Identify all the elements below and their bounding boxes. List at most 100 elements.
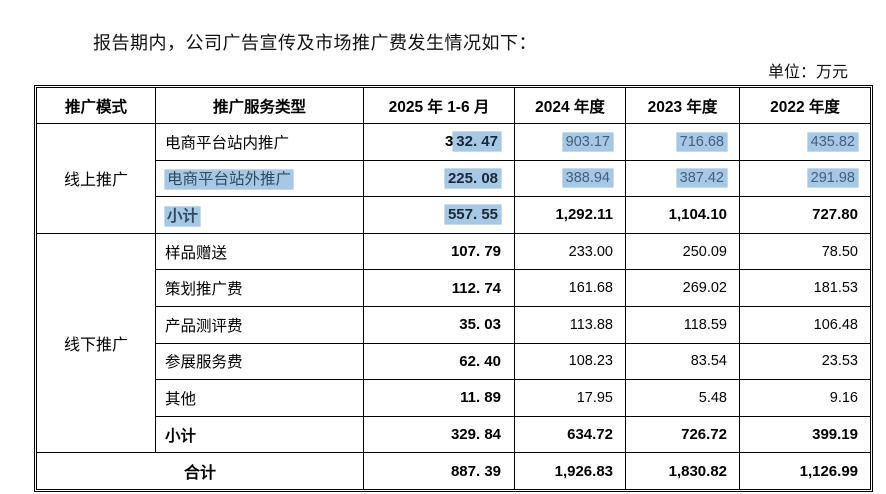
promo-expense-table: 推广模式 推广服务类型 2025 年 1-6 月 2024 年度 2023 年度…: [34, 85, 873, 492]
value-text: 78.50: [821, 243, 858, 260]
mode-cell-online: 线上推广: [36, 123, 156, 234]
value-2025: 329. 84: [363, 415, 515, 454]
value-text: 1,104.10: [668, 206, 727, 224]
value-text: 62. 40: [459, 352, 501, 370]
col-header-2024: 2024 年度: [514, 87, 626, 124]
value-text: 107. 79: [450, 243, 501, 261]
service-cell: 样品赠送: [155, 232, 364, 271]
service-label: 其他: [165, 390, 197, 408]
value-text: 106.48: [813, 316, 858, 333]
unit-label: 单位：万元: [767, 64, 848, 81]
table-row: 其他 11. 89 17.95 5.48 9.16: [37, 379, 871, 417]
value-text: 269.02: [682, 280, 727, 297]
table-row: 线上推广 电商平台站内推广 3 32. 47 903.17 716.68 435.…: [36, 123, 871, 234]
service-cell: 策划推广费: [155, 269, 364, 307]
value-2022: 78.50: [739, 232, 871, 271]
service-cell: 电商平台站内推广: [155, 123, 364, 161]
value-text: 399.19: [812, 426, 858, 444]
value-2025: 557. 55: [363, 196, 515, 234]
value-2025: 35. 03: [363, 305, 515, 344]
value-2022: 291.98: [739, 159, 871, 198]
value-text: 1,126.99: [799, 462, 858, 480]
value-text: 1,292.11: [555, 206, 613, 224]
selected-text: 225. 08: [444, 168, 501, 188]
value-2024: 1,926.83: [514, 452, 626, 490]
col-header-service-type: 推广服务类型: [155, 87, 364, 124]
intro-paragraph: 报告期内，公司广告宣传及市场推广费发生情况如下：: [93, 33, 537, 53]
table-row: 产品测评费 35. 03 113.88 118.59 106.48: [37, 305, 871, 344]
value-2024: 903.17: [514, 123, 626, 161]
selected-text: 388.94: [562, 169, 613, 188]
table-row: 策划推广费 112. 74 161.68 269.02 181.53: [37, 269, 871, 307]
selected-text: 557. 55: [444, 205, 501, 225]
selected-text: 32. 47: [453, 132, 501, 152]
col-header-2022: 2022 年度: [739, 87, 871, 124]
service-cell: 其他: [155, 379, 364, 417]
value-2023: 387.42: [625, 159, 740, 198]
value-2023: 1,104.10: [625, 196, 740, 234]
value-text: 11. 89: [460, 389, 501, 407]
service-cell: 小计: [155, 415, 364, 454]
selected-text: 电商平台站外推广: [165, 170, 294, 190]
value-2025: 62. 40: [363, 342, 515, 381]
value-text: 112. 74: [451, 279, 501, 297]
value-2023: 1,830.82: [625, 452, 740, 490]
service-label: 样品赠送: [165, 244, 228, 262]
value-2025: 887. 39: [363, 452, 515, 490]
value-text: 35. 03: [459, 316, 501, 334]
service-label: 参展服务费: [165, 354, 243, 372]
selected-text: 291.98: [807, 169, 858, 188]
value-2022: 435.82: [739, 123, 871, 161]
selected-text: 387.42: [676, 169, 727, 188]
value-text: 726.72: [681, 426, 727, 444]
value-text: 17.95: [576, 389, 613, 406]
value-2023: 716.68: [625, 123, 740, 161]
value-2024: 113.88: [514, 305, 626, 344]
service-cell: 产品测评费: [155, 305, 364, 344]
value-2024: 108.23: [514, 342, 626, 381]
value-2022: 106.48: [739, 305, 871, 344]
value-2022: 1,126.99: [739, 452, 871, 490]
subtotal-row-online: 小计 557. 55 1,292.11 1,104.10 727.80: [37, 196, 871, 234]
value-2025: 11. 89: [363, 379, 515, 417]
value-2022: 181.53: [739, 269, 871, 307]
value-text: 23.53: [821, 353, 858, 370]
value-2022: 9.16: [739, 379, 871, 417]
grand-total-row: 合计 887. 39 1,926.83 1,830.82 1,126.99: [36, 452, 871, 490]
value-2022: 399.19: [739, 415, 871, 454]
value-2025: 112. 74: [363, 269, 515, 307]
subtotal-row-offline: 小计 329. 84 634.72 726.72 399.19: [37, 415, 871, 454]
value-2023: 726.72: [625, 415, 740, 454]
value-text: 727.80: [812, 206, 858, 224]
col-header-mode: 推广模式: [36, 87, 156, 124]
table-row: 线下推广 样品赠送 107. 79 233.00 250.09 78.50: [36, 232, 871, 454]
col-header-2023: 2023 年度: [625, 87, 740, 124]
value-text: 1,830.82: [668, 462, 727, 480]
value-text: 118.59: [683, 316, 727, 333]
service-cell: 参展服务费: [155, 342, 364, 381]
selected-text: 903.17: [562, 132, 613, 151]
value-text: 634.72: [567, 426, 613, 444]
table-row: 电商平台站外推广 225. 08 388.94 387.42 291.98: [37, 159, 871, 198]
value-2024: 17.95: [514, 379, 626, 417]
service-cell: 电商平台站外推广: [155, 159, 364, 198]
value-text: 250.09: [682, 243, 727, 260]
value-text: 181.53: [813, 280, 858, 297]
value-text: 9.16: [829, 389, 858, 406]
value-2024: 388.94: [514, 159, 626, 198]
service-cell: 小计: [155, 196, 364, 234]
value-2023: 250.09: [625, 232, 740, 271]
value-2022: 23.53: [739, 342, 871, 381]
value-2024: 161.68: [514, 269, 626, 307]
selected-text: 435.82: [807, 132, 858, 151]
value-2025: 107. 79: [363, 232, 515, 271]
service-label: 小计: [165, 427, 197, 445]
value-2025: 3 32. 47: [363, 123, 515, 161]
value-2024: 233.00: [514, 232, 626, 271]
value-text: 233.00: [568, 243, 613, 260]
value-text: 108.23: [568, 353, 613, 370]
service-label: 电商平台站内推广: [165, 134, 290, 152]
value-text: 1,926.83: [554, 462, 613, 480]
selected-text: 小计: [165, 206, 201, 226]
